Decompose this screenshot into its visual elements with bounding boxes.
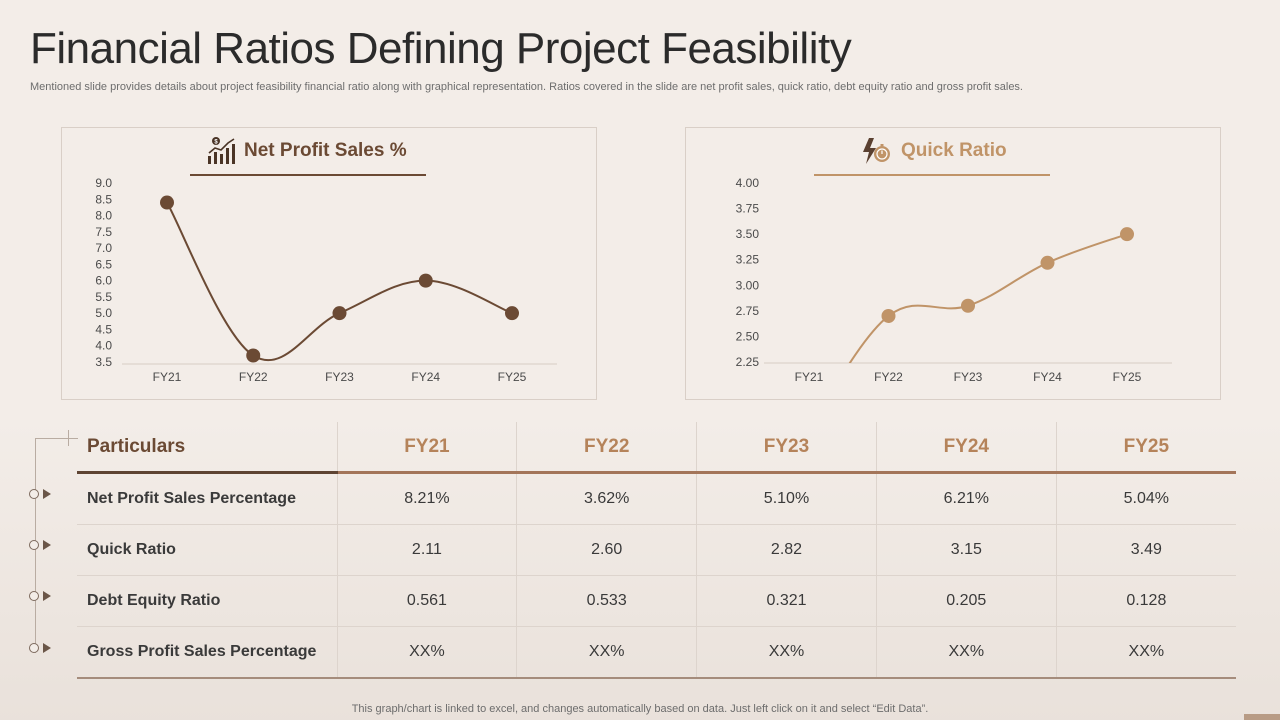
table-row: Net Profit Sales Percentage 8.21% 3.62% … xyxy=(77,472,1236,525)
x-tick-label: FY23 xyxy=(954,370,983,384)
y-tick-label: 6.0 xyxy=(95,274,112,288)
row-marker xyxy=(29,591,51,601)
corner-accent xyxy=(1244,714,1280,720)
table-cell: 2.82 xyxy=(696,524,877,576)
y-tick-label: 9.0 xyxy=(95,176,112,190)
row-label: Debt Equity Ratio xyxy=(77,575,338,627)
table-header-cell: FY23 xyxy=(696,422,877,474)
y-tick-label: 7.5 xyxy=(95,225,112,239)
net-profit-chart-panel[interactable]: $ Net Profit Sales % 9.0 8.5 8.0 7.5 7.0 6.5 6… xyxy=(61,127,597,400)
data-point xyxy=(1040,255,1055,270)
row-label: Gross Profit Sales Percentage xyxy=(77,626,338,679)
table-cell: 0.205 xyxy=(876,575,1057,627)
table-header-cell: FY21 xyxy=(337,422,518,474)
y-tick-label: 6.5 xyxy=(95,257,112,271)
table-cell: XX% xyxy=(696,626,877,679)
table-cell: 0.533 xyxy=(516,575,698,627)
growth-chart-icon: $ xyxy=(206,136,236,166)
y-tick-label: 8.5 xyxy=(95,192,112,206)
y-tick-label: 3.75 xyxy=(736,202,760,216)
x-tick-label: FY23 xyxy=(325,370,354,384)
table-cell: 8.21% xyxy=(337,472,518,525)
data-point xyxy=(1120,227,1134,242)
y-tick-label: 8.0 xyxy=(95,209,112,223)
y-tick-label: 3.5 xyxy=(95,355,112,369)
table-cell: 2.60 xyxy=(516,524,698,576)
quick-ratio-chart-panel[interactable]: Quick Ratio 4.00 3.75 3.50 3.25 3.00 2.75 2.50… xyxy=(685,127,1221,400)
net-profit-chart: 9.0 8.5 8.0 7.5 7.0 6.5 6.0 5.5 5.0 4.5 4.0 3.5 FY21… xyxy=(95,176,557,384)
table-cell: 3.49 xyxy=(1056,524,1236,576)
data-point xyxy=(160,195,174,210)
table-header-cell: FY25 xyxy=(1056,422,1236,474)
table-cell: 3.15 xyxy=(876,524,1057,576)
x-tick-label: FY25 xyxy=(498,370,527,384)
net-profit-title-underline xyxy=(190,174,426,176)
table-cell: 0.561 xyxy=(337,575,518,627)
table-header-row: Particulars FY21 FY22 FY23 FY24 FY25 xyxy=(77,422,1236,474)
row-label: Quick Ratio xyxy=(77,524,338,576)
y-tick-label: 2.50 xyxy=(736,329,760,343)
y-tick-label: 3.00 xyxy=(736,278,760,292)
y-tick-label: 2.25 xyxy=(736,355,760,369)
x-tick-label: FY24 xyxy=(1033,370,1062,384)
x-tick-label: FY22 xyxy=(874,370,903,384)
table-cell: 2.11 xyxy=(337,524,518,576)
y-tick-label: 2.75 xyxy=(736,304,760,318)
table-cell: XX% xyxy=(337,626,518,679)
y-tick-label: 4.5 xyxy=(95,322,112,336)
svg-text:$: $ xyxy=(214,140,218,146)
table-bracket-tick xyxy=(68,430,69,446)
table-header-cell: Particulars xyxy=(77,422,338,474)
x-tick-label: FY21 xyxy=(795,370,824,384)
flash-timer-icon xyxy=(861,136,893,166)
data-point xyxy=(961,298,975,313)
table-row: Gross Profit Sales Percentage XX% XX% XX… xyxy=(77,626,1236,679)
table-cell: XX% xyxy=(876,626,1057,679)
row-label: Net Profit Sales Percentage xyxy=(77,472,338,525)
row-marker xyxy=(29,489,51,499)
y-tick-label: 4.0 xyxy=(95,339,112,353)
table-row: Debt Equity Ratio 0.561 0.533 0.321 0.20… xyxy=(77,575,1236,627)
quick-ratio-chart-title: Quick Ratio xyxy=(901,140,1007,161)
footnote: This graph/chart is linked to excel, and… xyxy=(351,703,929,715)
x-tick-label: FY25 xyxy=(1113,370,1142,384)
ratios-table: Particulars FY21 FY22 FY23 FY24 FY25 Net… xyxy=(77,422,1236,679)
table-header-cell: FY22 xyxy=(516,422,698,474)
page-subtitle: Mentioned slide provides details about p… xyxy=(30,81,1023,93)
y-tick-label: 7.0 xyxy=(95,241,112,255)
table-header-cell: FY24 xyxy=(876,422,1057,474)
x-tick-label: FY21 xyxy=(153,370,182,384)
y-tick-label: 4.00 xyxy=(736,176,760,190)
table-row: Quick Ratio 2.11 2.60 2.82 3.15 3.49 xyxy=(77,524,1236,576)
y-tick-label: 3.25 xyxy=(736,253,760,267)
series-line xyxy=(166,202,513,362)
y-tick-label: 5.5 xyxy=(95,290,112,304)
table-cell: 0.321 xyxy=(696,575,877,627)
table-cell: XX% xyxy=(1056,626,1236,679)
table-cell: 5.04% xyxy=(1056,472,1236,525)
net-profit-chart-title: Net Profit Sales % xyxy=(244,140,407,161)
data-point xyxy=(332,306,347,321)
y-tick-label: 3.50 xyxy=(736,227,760,241)
table-cell: 3.62% xyxy=(516,472,698,525)
table-cell: XX% xyxy=(516,626,698,679)
quick-ratio-chart-header: Quick Ratio xyxy=(861,136,1007,166)
table-cell: 5.10% xyxy=(696,472,877,525)
data-point xyxy=(246,348,261,363)
x-tick-label: FY24 xyxy=(411,370,440,384)
page-title: Financial Ratios Defining Project Feasib… xyxy=(30,24,852,73)
x-tick-label: FY22 xyxy=(239,370,268,384)
data-point xyxy=(881,308,896,323)
row-marker xyxy=(29,643,51,653)
table-cell: 0.128 xyxy=(1056,575,1236,627)
net-profit-chart-header: $ Net Profit Sales % xyxy=(206,136,407,166)
data-point xyxy=(505,306,519,321)
row-marker xyxy=(29,540,51,550)
y-tick-label: 5.0 xyxy=(95,306,112,320)
table-cell: 6.21% xyxy=(876,472,1057,525)
quick-ratio-title-underline xyxy=(814,174,1050,176)
quick-ratio-chart: 4.00 3.75 3.50 3.25 3.00 2.75 2.50 2.25 FY21 FY22… xyxy=(736,176,1172,384)
data-point xyxy=(418,273,433,288)
